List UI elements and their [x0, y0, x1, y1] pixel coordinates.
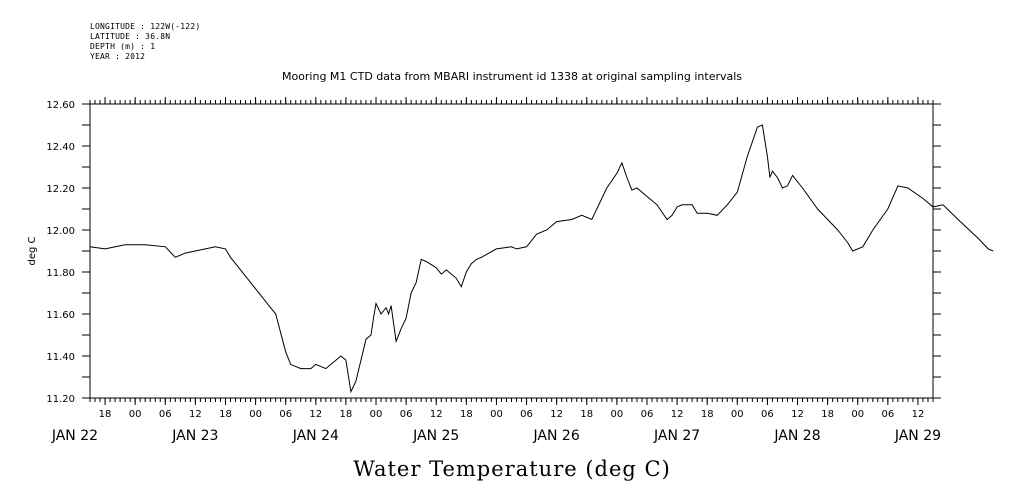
x-day-label: JAN 26 — [533, 428, 580, 444]
x-hour-label: 00 — [129, 409, 142, 420]
x-day-label: JAN 24 — [292, 428, 339, 444]
x-hour-label: 18 — [99, 409, 112, 420]
x-hour-label: 12 — [550, 409, 563, 420]
x-hour-label: 06 — [641, 409, 654, 420]
depth-label: DEPTH (m) : 1 — [90, 42, 156, 51]
x-hour-label: 06 — [279, 409, 292, 420]
y-axis-label: deg C — [27, 236, 38, 265]
x-hour-label: 18 — [701, 409, 714, 420]
x-hour-label: 12 — [430, 409, 443, 420]
plot-frame — [89, 103, 934, 399]
axes — [89, 103, 934, 399]
metadata-block: LONGITUDE : 122W(-122) LATITUDE : 36.8N … — [90, 22, 200, 62]
y-tick-label: 11.80 — [46, 268, 75, 279]
x-hour-label: 18 — [219, 409, 232, 420]
x-hour-label: 06 — [881, 409, 894, 420]
series-layer — [89, 124, 994, 394]
x-hour-label: 12 — [791, 409, 804, 420]
x-hour-label: 18 — [821, 409, 834, 420]
year-label: YEAR : 2012 — [90, 52, 146, 61]
y-tick-label: 11.40 — [46, 352, 75, 363]
x-hour-label: 12 — [912, 409, 925, 420]
x-day-label: JAN 23 — [171, 428, 218, 444]
x-day-label: JAN 27 — [653, 428, 700, 444]
x-hour-label: 18 — [460, 409, 473, 420]
y-tick-label: 11.60 — [46, 310, 75, 321]
x-hour-label: 00 — [611, 409, 624, 420]
x-day-label: JAN 25 — [412, 428, 459, 444]
x-hour-label: 06 — [159, 409, 172, 420]
x-day-label: JAN 22 — [51, 428, 98, 444]
y-tick-label: 12.40 — [46, 142, 75, 153]
chart-title: Mooring M1 CTD data from MBARI instrumen… — [282, 70, 742, 83]
y-tick-label: 12.00 — [46, 226, 75, 237]
longitude-label: LONGITUDE : 122W(-122) — [90, 22, 201, 31]
x-hour-label: 12 — [189, 409, 202, 420]
x-hour-label: 12 — [671, 409, 684, 420]
x-hour-label: 06 — [761, 409, 774, 420]
x-axis-label: Water Temperature (deg C) — [353, 457, 671, 481]
x-hour-label: 18 — [340, 409, 353, 420]
x-hour-label: 12 — [309, 409, 322, 420]
y-tick-label: 12.20 — [46, 184, 75, 195]
x-day-label: JAN 28 — [773, 428, 820, 444]
ticks — [82, 97, 941, 405]
x-hour-label: 00 — [490, 409, 503, 420]
tick-labels: 11.20 11.40 11.60 11.80 12.00 12.20 12.40 12.60… — [46, 100, 941, 444]
y-tick-label: 12.60 — [46, 100, 75, 111]
latitude-label: LATITUDE : 36.8N — [90, 32, 171, 41]
x-hour-label: 06 — [520, 409, 533, 420]
x-hour-label: 00 — [851, 409, 864, 420]
x-hour-label: 00 — [249, 409, 262, 420]
y-tick-label: 11.20 — [46, 394, 75, 405]
x-hour-label: 00 — [370, 409, 383, 420]
x-hour-label: 00 — [731, 409, 744, 420]
x-hour-label: 18 — [580, 409, 593, 420]
temperature-line — [89, 124, 994, 394]
x-day-label: JAN 29 — [894, 428, 941, 444]
x-hour-label: 06 — [400, 409, 413, 420]
